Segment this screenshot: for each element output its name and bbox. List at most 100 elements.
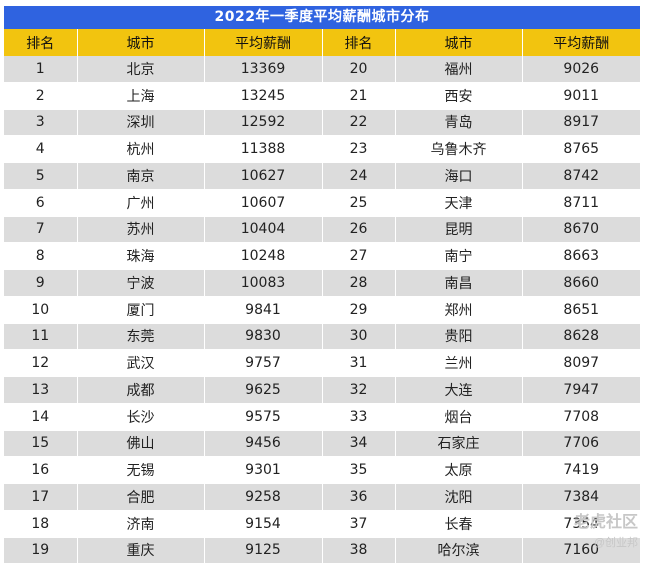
cell-rank-right: 29 (321, 296, 395, 324)
cell-rank-left: 13 (4, 376, 77, 404)
header-row: 排名 城市 平均薪酬 排名 城市 平均薪酬 (4, 29, 640, 56)
cell-city-left: 济南 (76, 510, 204, 538)
cell-city-right: 郑州 (394, 296, 522, 324)
cell-city-left: 上海 (76, 82, 204, 110)
header-city-right: 城市 (394, 29, 522, 56)
cell-city-left: 杭州 (76, 135, 204, 163)
cell-rank-left: 10 (4, 296, 77, 324)
cell-city-left: 广州 (76, 189, 204, 217)
cell-salary-right: 8670 (521, 216, 640, 244)
cell-rank-right: 20 (321, 56, 395, 83)
cell-rank-right: 26 (321, 216, 395, 244)
cell-rank-right: 31 (321, 349, 395, 377)
cell-city-left: 苏州 (76, 216, 204, 244)
cell-salary-left: 13245 (203, 82, 322, 110)
cell-salary-left: 9841 (203, 296, 322, 324)
cell-salary-right: 8711 (521, 189, 640, 217)
cell-city-left: 合肥 (76, 483, 204, 511)
cell-salary-left: 10083 (203, 269, 322, 297)
cell-city-left: 武汉 (76, 349, 204, 377)
cell-city-left: 深圳 (76, 109, 204, 137)
cell-rank-left: 5 (4, 162, 77, 190)
table-row: 14 长沙 9575 33 烟台 7708 (4, 403, 640, 431)
cell-city-left: 厦门 (76, 296, 204, 324)
cell-rank-left: 11 (4, 323, 77, 351)
table-row: 16 无锡 9301 35 太原 7419 (4, 456, 640, 484)
table-title: 2022年一季度平均薪酬城市分布 (4, 6, 640, 29)
cell-rank-right: 21 (321, 82, 395, 110)
watermark-source: @创业邦 (593, 537, 638, 549)
cell-rank-right: 32 (321, 376, 395, 404)
cell-rank-right: 27 (321, 242, 395, 270)
watermark: 老虎社区 @创业邦 (574, 508, 638, 550)
cell-city-left: 南京 (76, 162, 204, 190)
cell-salary-right: 7708 (521, 403, 640, 431)
table-row: 8 珠海 10248 27 南宁 8663 (4, 242, 640, 270)
cell-salary-right: 8742 (521, 162, 640, 190)
table-row: 6 广州 10607 25 天津 8711 (4, 189, 640, 217)
header-salary-left: 平均薪酬 (203, 29, 322, 56)
cell-rank-left: 8 (4, 242, 77, 270)
cell-city-left: 宁波 (76, 269, 204, 297)
cell-city-left: 北京 (76, 56, 204, 83)
cell-city-right: 烟台 (394, 403, 522, 431)
cell-city-right: 石家庄 (394, 430, 522, 458)
cell-rank-right: 36 (321, 483, 395, 511)
cell-salary-left: 9154 (203, 510, 322, 538)
table-row: 15 佛山 9456 34 石家庄 7706 (4, 430, 640, 458)
cell-salary-left: 9575 (203, 403, 322, 431)
cell-city-left: 长沙 (76, 403, 204, 431)
cell-rank-right: 24 (321, 162, 395, 190)
table-row: 17 合肥 9258 36 沈阳 7384 (4, 483, 640, 511)
cell-salary-right: 8663 (521, 242, 640, 270)
salary-table-card: 2022年一季度平均薪酬城市分布 排名 城市 平均薪酬 排名 城市 平均薪酬 1… (4, 6, 640, 564)
cell-city-right: 昆明 (394, 216, 522, 244)
cell-city-right: 沈阳 (394, 483, 522, 511)
cell-rank-right: 23 (321, 135, 395, 163)
cell-rank-right: 38 (321, 537, 395, 564)
header-rank-right: 排名 (321, 29, 395, 56)
cell-city-right: 天津 (394, 189, 522, 217)
cell-rank-left: 15 (4, 430, 77, 458)
cell-city-right: 南昌 (394, 269, 522, 297)
cell-city-right: 哈尔滨 (394, 537, 522, 564)
cell-salary-right: 7706 (521, 430, 640, 458)
cell-salary-right: 8628 (521, 323, 640, 351)
cell-rank-left: 2 (4, 82, 77, 110)
cell-salary-left: 10627 (203, 162, 322, 190)
cell-city-right: 兰州 (394, 349, 522, 377)
cell-city-right: 大连 (394, 376, 522, 404)
cell-salary-left: 9456 (203, 430, 322, 458)
cell-rank-left: 19 (4, 537, 77, 564)
cell-city-left: 成都 (76, 376, 204, 404)
cell-rank-right: 33 (321, 403, 395, 431)
cell-rank-left: 18 (4, 510, 77, 538)
cell-salary-right: 8917 (521, 109, 640, 137)
table-row: 5 南京 10627 24 海口 8742 (4, 162, 640, 190)
cell-city-right: 长春 (394, 510, 522, 538)
cell-city-right: 南宁 (394, 242, 522, 270)
cell-rank-right: 35 (321, 456, 395, 484)
cell-rank-left: 16 (4, 456, 77, 484)
cell-salary-right: 8765 (521, 135, 640, 163)
cell-salary-left: 9830 (203, 323, 322, 351)
cell-rank-left: 7 (4, 216, 77, 244)
cell-city-right: 福州 (394, 56, 522, 83)
cell-rank-right: 22 (321, 109, 395, 137)
salary-table: 排名 城市 平均薪酬 排名 城市 平均薪酬 1 北京 13369 20 福州 9026 2 上… (4, 29, 640, 564)
cell-rank-left: 14 (4, 403, 77, 431)
cell-city-right: 太原 (394, 456, 522, 484)
table-body: 1 北京 13369 20 福州 9026 2 上海 13245 21 西安 9011 3 深圳 12592… (4, 56, 640, 564)
cell-salary-left: 9757 (203, 349, 322, 377)
cell-rank-right: 30 (321, 323, 395, 351)
cell-rank-right: 34 (321, 430, 395, 458)
cell-rank-left: 12 (4, 349, 77, 377)
cell-city-left: 东莞 (76, 323, 204, 351)
table-row: 10 厦门 9841 29 郑州 8651 (4, 296, 640, 324)
cell-salary-left: 10607 (203, 189, 322, 217)
cell-rank-right: 37 (321, 510, 395, 538)
cell-rank-right: 25 (321, 189, 395, 217)
header-rank-left: 排名 (4, 29, 77, 56)
table-row: 12 武汉 9757 31 兰州 8097 (4, 349, 640, 377)
cell-rank-right: 28 (321, 269, 395, 297)
